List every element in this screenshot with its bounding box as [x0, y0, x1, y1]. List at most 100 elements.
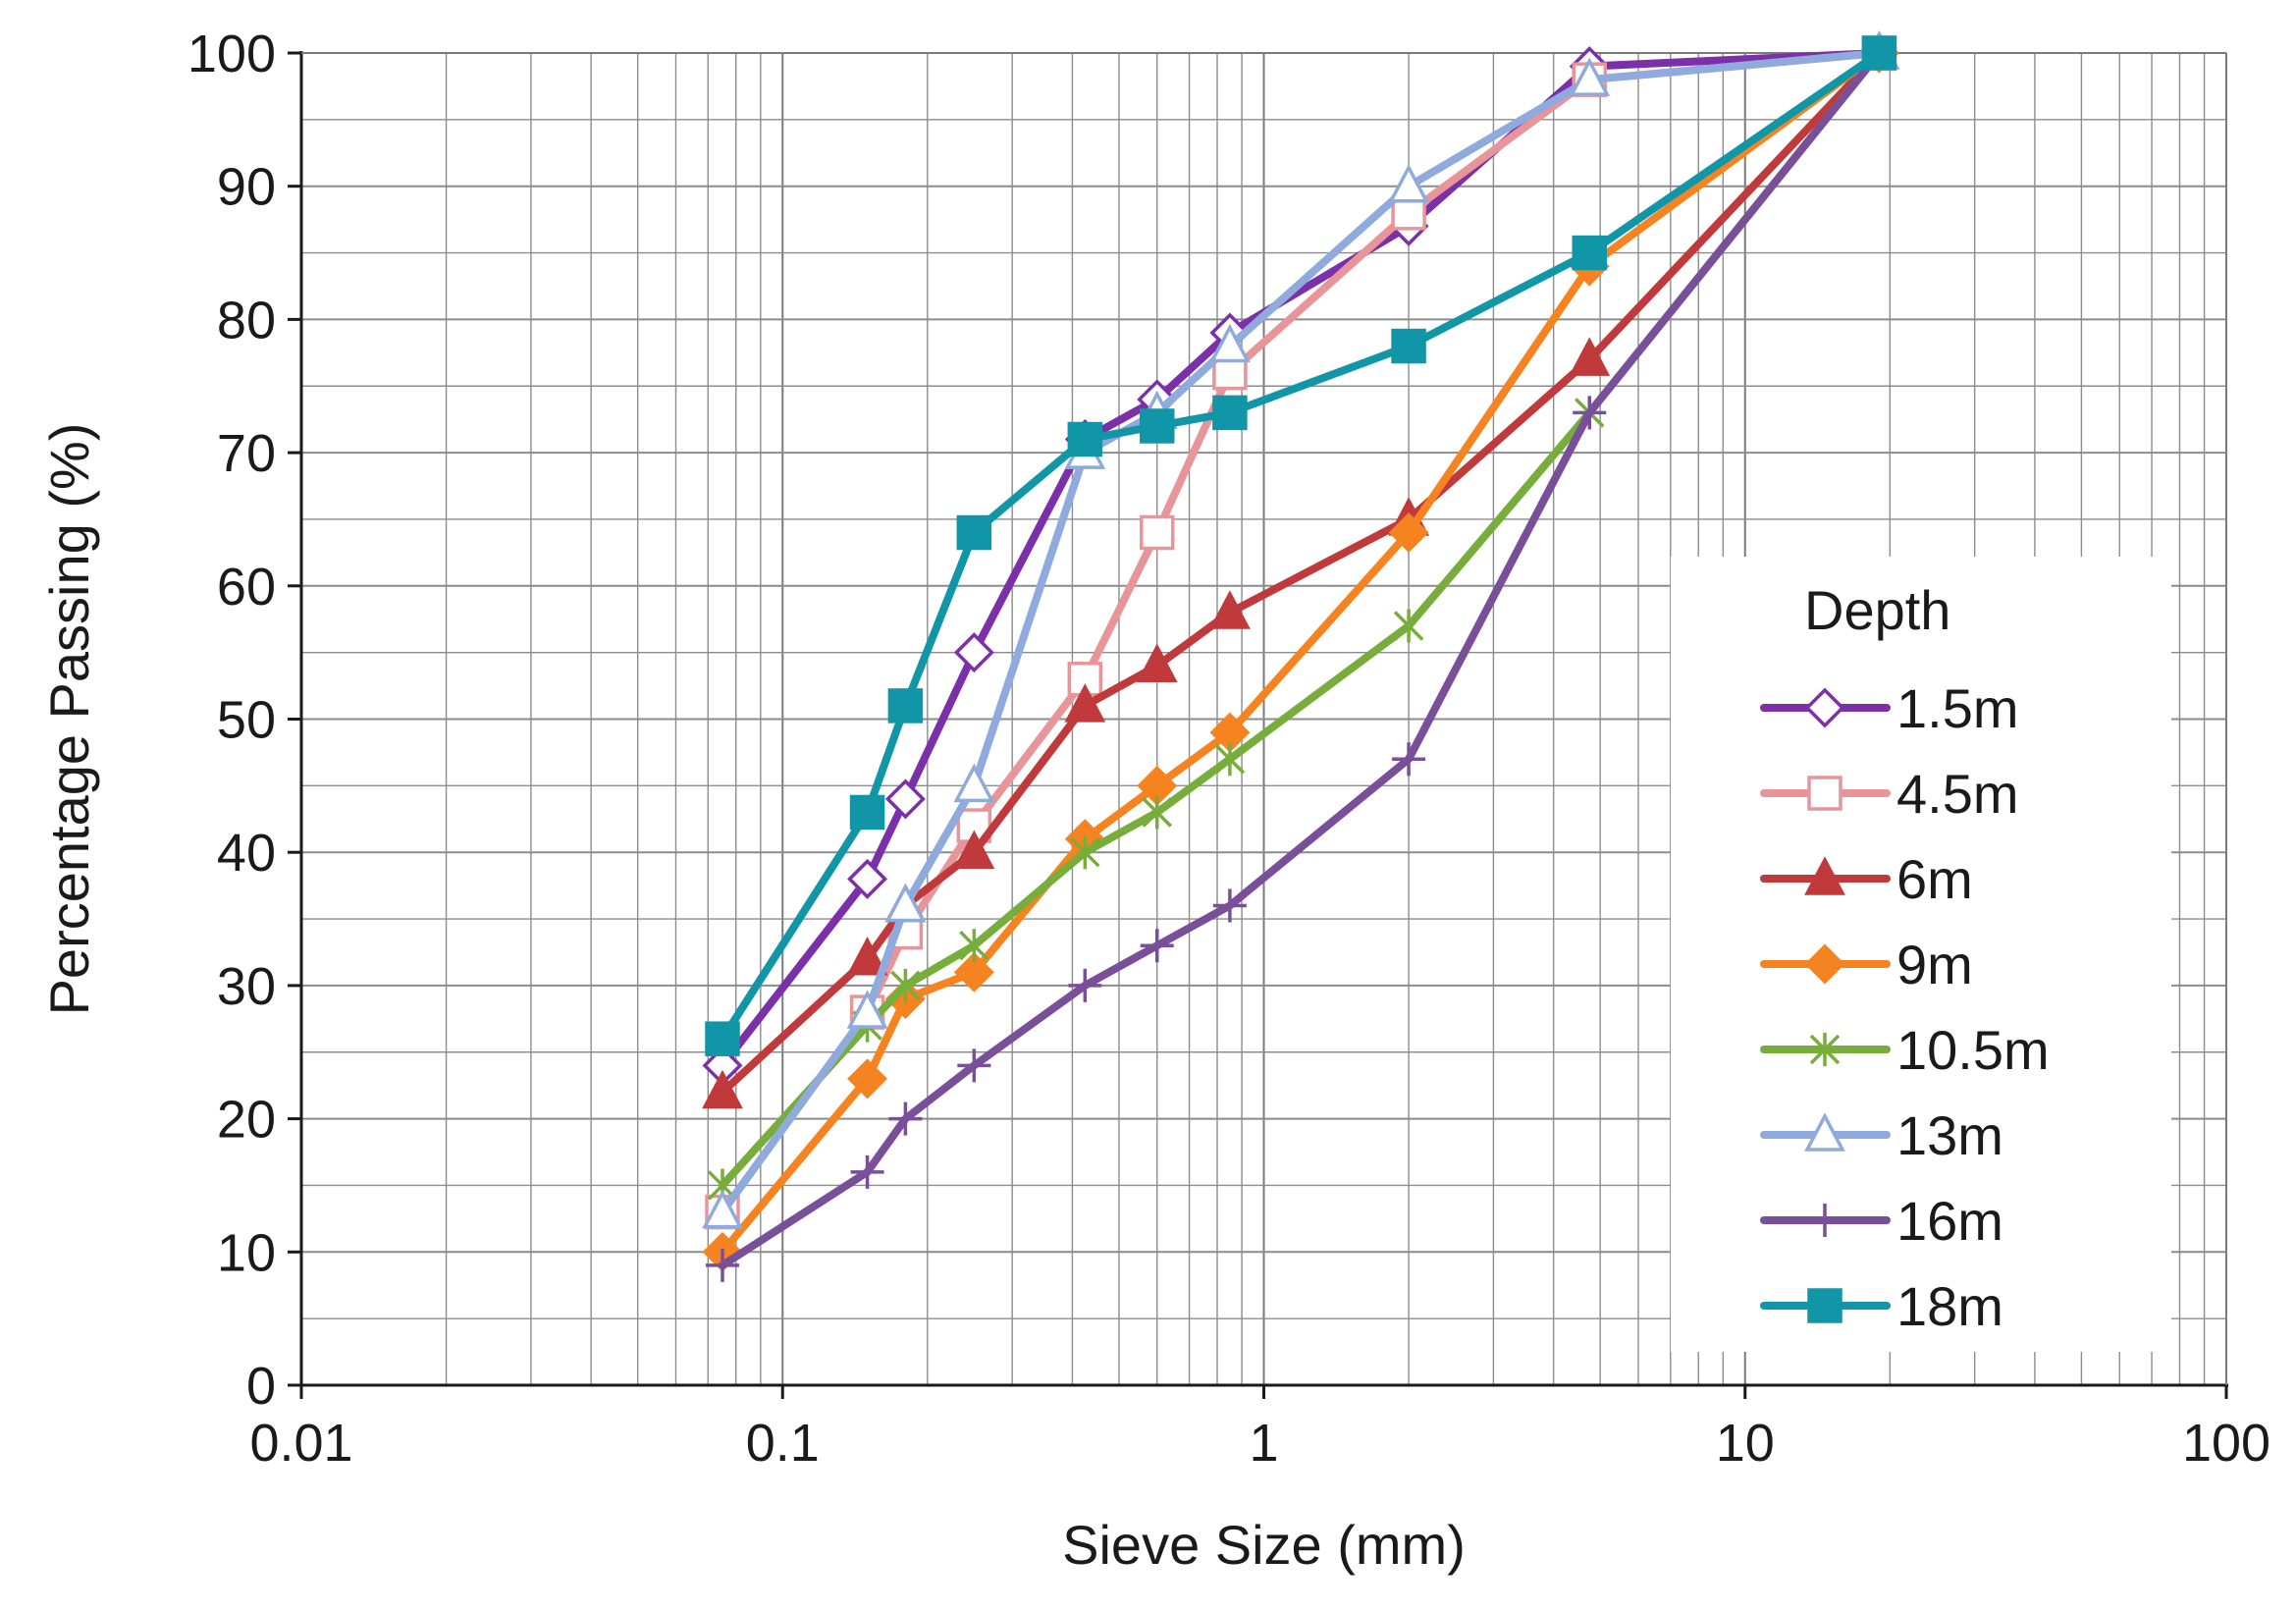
data-point — [1569, 57, 1611, 96]
x-tick-label: 10 — [1716, 1414, 1775, 1473]
data-point — [1392, 742, 1426, 777]
data-point — [702, 1069, 743, 1109]
data-point — [1070, 835, 1100, 870]
legend-swatch-marker — [1804, 687, 1845, 728]
data-point — [959, 929, 989, 963]
legend-label: 1.5m — [1896, 677, 2019, 739]
series-line — [718, 49, 1884, 1216]
legend-swatch-marker — [1808, 1204, 1842, 1237]
data-point — [1391, 328, 1426, 364]
data-point — [1142, 795, 1172, 830]
series-line — [718, 49, 1884, 1190]
data-point — [884, 883, 927, 923]
data-point — [847, 858, 888, 899]
y-tick-label: 30 — [217, 957, 276, 1016]
legend-swatch-marker — [1804, 856, 1845, 895]
legend-box — [1671, 557, 2171, 1352]
data-point — [1212, 888, 1247, 923]
data-point — [957, 1048, 991, 1083]
legend-swatch-marker — [1804, 943, 1845, 985]
y-tick-label: 50 — [217, 691, 276, 750]
legend-swatch-marker — [1807, 1288, 1842, 1323]
legend-label: 10.5m — [1896, 1019, 2050, 1081]
legend-item-18m: 18m — [1760, 1275, 2003, 1337]
data-point — [1139, 514, 1175, 551]
legend-swatch-marker — [1809, 1033, 1841, 1066]
data-point — [1569, 337, 1611, 376]
y-tick-label: 60 — [217, 558, 276, 617]
y-tick-label: 0 — [246, 1357, 276, 1416]
data-point — [849, 794, 885, 831]
data-point — [846, 937, 888, 976]
data-point — [847, 1058, 888, 1100]
x-tick-label: 100 — [2182, 1414, 2270, 1473]
x-tick-label: 0.1 — [746, 1414, 820, 1473]
data-point — [705, 1248, 739, 1282]
legend-label: 18m — [1896, 1275, 2003, 1337]
y-tick-label: 100 — [187, 25, 276, 83]
data-point — [888, 1101, 923, 1136]
data-point — [1208, 590, 1251, 629]
y-axis-title: Percentage Passing (%) — [38, 423, 100, 1016]
legend-swatch-marker — [1807, 776, 1842, 811]
data-point — [884, 778, 926, 820]
y-tick-label: 40 — [217, 824, 276, 883]
data-point — [1064, 683, 1106, 723]
legend-item-4.5m: 4.5m — [1760, 763, 2019, 825]
data-point — [1393, 609, 1424, 643]
series-group — [702, 30, 1900, 1282]
x-axis-title: Sieve Size (mm) — [1062, 1514, 1466, 1576]
legend-item-1.5m: 1.5m — [1760, 677, 2019, 739]
data-point — [953, 830, 995, 869]
legend-label: 6m — [1896, 848, 1973, 910]
data-point — [1388, 512, 1429, 553]
data-point — [705, 1021, 740, 1056]
data-point — [953, 632, 994, 673]
legend-item-9m: 9m — [1760, 934, 1973, 995]
data-point — [1136, 643, 1178, 682]
legend-item-16m: 16m — [1760, 1190, 2003, 1252]
data-point — [953, 951, 994, 993]
legend-title: Depth — [1804, 579, 1950, 641]
data-point — [702, 1189, 743, 1229]
series-line — [718, 49, 1884, 1257]
data-point — [1139, 408, 1175, 444]
x-tick-label: 1 — [1249, 1414, 1278, 1473]
series-line — [718, 49, 1884, 1269]
data-point — [1573, 396, 1607, 430]
legend-label: 13m — [1896, 1104, 2003, 1166]
legend-label: 4.5m — [1896, 763, 2019, 825]
y-tick-label: 90 — [217, 158, 276, 217]
data-point — [1212, 395, 1248, 431]
y-tick-label: 10 — [217, 1223, 276, 1282]
data-point — [850, 1154, 884, 1189]
legend-label: 16m — [1896, 1190, 2003, 1252]
data-point — [1214, 742, 1246, 777]
legend-item-13m: 13m — [1760, 1104, 2003, 1166]
series-line — [718, 49, 1884, 1044]
data-point — [953, 763, 995, 803]
legend-label: 9m — [1896, 934, 1973, 995]
data-point — [887, 688, 924, 724]
data-point — [1067, 421, 1103, 457]
y-tick-label: 20 — [217, 1091, 276, 1150]
data-point — [1068, 968, 1102, 1002]
data-point — [1388, 163, 1429, 203]
axes: 0.01 0.1 1 10 100 0 10 20 30 40 50 60 70 80 90 100 — [187, 25, 2270, 1473]
legend-item-6m: 6m — [1760, 848, 1973, 910]
legend-item-10.5m: 10.5m — [1760, 1019, 2050, 1081]
y-tick-label: 80 — [217, 291, 276, 349]
data-point — [1208, 323, 1251, 363]
data-point — [890, 968, 921, 1002]
data-point — [1572, 235, 1607, 271]
legend: Depth 1.5m 4.5m 6m 9m 10.5m 13m 16m 18m — [1671, 557, 2171, 1352]
data-point — [1861, 35, 1897, 71]
data-point — [846, 990, 888, 1029]
data-point — [956, 514, 992, 551]
data-point — [1140, 929, 1174, 963]
series-line — [718, 49, 1884, 1097]
x-tick-label: 0.01 — [249, 1414, 352, 1473]
y-tick-label: 70 — [217, 424, 276, 483]
legend-swatch-marker — [1804, 1112, 1845, 1152]
